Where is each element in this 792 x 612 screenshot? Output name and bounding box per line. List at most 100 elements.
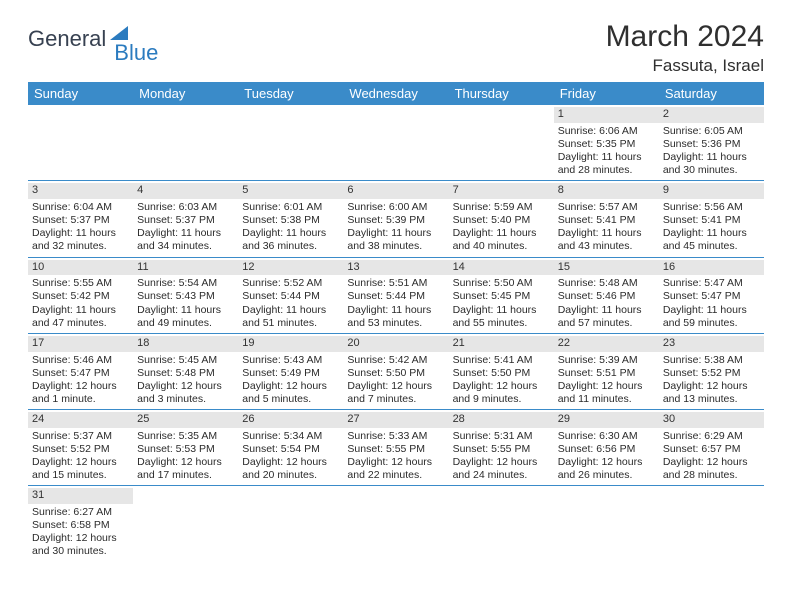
week-row: 10Sunrise: 5:55 AMSunset: 5:42 PMDayligh… — [28, 258, 764, 334]
week-row: 31Sunrise: 6:27 AMSunset: 6:58 PMDayligh… — [28, 486, 764, 561]
sunset-text: Sunset: 5:41 PM — [558, 214, 655, 227]
sunrise-text: Sunrise: 5:59 AM — [453, 201, 550, 214]
sunrise-text: Sunrise: 6:06 AM — [558, 125, 655, 138]
sunrise-text: Sunrise: 5:50 AM — [453, 277, 550, 290]
sunrise-text: Sunrise: 5:31 AM — [453, 430, 550, 443]
day-cell: 3Sunrise: 6:04 AMSunset: 5:37 PMDaylight… — [28, 181, 133, 256]
day-number: 19 — [238, 336, 343, 352]
day-number: 2 — [659, 107, 764, 123]
daylight-text: Daylight: 12 hours and 17 minutes. — [137, 456, 234, 482]
sunset-text: Sunset: 5:53 PM — [137, 443, 234, 456]
daylight-text: Daylight: 11 hours and 49 minutes. — [137, 304, 234, 330]
day-number: 26 — [238, 412, 343, 428]
sunrise-text: Sunrise: 5:42 AM — [347, 354, 444, 367]
day-number: 28 — [449, 412, 554, 428]
day-cell — [238, 486, 343, 561]
sunset-text: Sunset: 5:51 PM — [558, 367, 655, 380]
sunset-text: Sunset: 6:58 PM — [32, 519, 129, 532]
day-number: 16 — [659, 260, 764, 276]
sunrise-text: Sunrise: 5:39 AM — [558, 354, 655, 367]
sunset-text: Sunset: 5:44 PM — [242, 290, 339, 303]
brand-logo: General Blue — [28, 26, 158, 52]
daylight-text: Daylight: 12 hours and 20 minutes. — [242, 456, 339, 482]
day-cell: 7Sunrise: 5:59 AMSunset: 5:40 PMDaylight… — [449, 181, 554, 256]
sunset-text: Sunset: 5:54 PM — [242, 443, 339, 456]
brand-part2: Blue — [114, 40, 158, 66]
dow-cell: Tuesday — [238, 82, 343, 105]
sunrise-text: Sunrise: 6:00 AM — [347, 201, 444, 214]
daylight-text: Daylight: 11 hours and 55 minutes. — [453, 304, 550, 330]
sunset-text: Sunset: 5:37 PM — [32, 214, 129, 227]
sunrise-text: Sunrise: 5:48 AM — [558, 277, 655, 290]
sunrise-text: Sunrise: 5:33 AM — [347, 430, 444, 443]
daylight-text: Daylight: 11 hours and 38 minutes. — [347, 227, 444, 253]
daylight-text: Daylight: 11 hours and 28 minutes. — [558, 151, 655, 177]
dow-cell: Monday — [133, 82, 238, 105]
sunset-text: Sunset: 5:36 PM — [663, 138, 760, 151]
day-number: 29 — [554, 412, 659, 428]
sunset-text: Sunset: 5:52 PM — [32, 443, 129, 456]
daylight-text: Daylight: 12 hours and 5 minutes. — [242, 380, 339, 406]
day-cell — [449, 105, 554, 180]
sunrise-text: Sunrise: 6:04 AM — [32, 201, 129, 214]
day-number: 13 — [343, 260, 448, 276]
daylight-text: Daylight: 12 hours and 3 minutes. — [137, 380, 234, 406]
daylight-text: Daylight: 11 hours and 45 minutes. — [663, 227, 760, 253]
day-cell: 22Sunrise: 5:39 AMSunset: 5:51 PMDayligh… — [554, 334, 659, 409]
sunrise-text: Sunrise: 5:57 AM — [558, 201, 655, 214]
day-number: 27 — [343, 412, 448, 428]
sunset-text: Sunset: 5:35 PM — [558, 138, 655, 151]
day-number: 9 — [659, 183, 764, 199]
day-cell: 9 Sunrise: 5:56 AMSunset: 5:41 PMDaylight… — [659, 181, 764, 256]
daylight-text: Daylight: 11 hours and 57 minutes. — [558, 304, 655, 330]
day-cell — [449, 486, 554, 561]
day-cell: 21Sunrise: 5:41 AMSunset: 5:50 PMDayligh… — [449, 334, 554, 409]
dow-cell: Thursday — [449, 82, 554, 105]
day-cell: 25Sunrise: 5:35 AMSunset: 5:53 PMDayligh… — [133, 410, 238, 485]
day-number: 17 — [28, 336, 133, 352]
day-number: 30 — [659, 412, 764, 428]
daylight-text: Daylight: 11 hours and 53 minutes. — [347, 304, 444, 330]
daylight-text: Daylight: 12 hours and 28 minutes. — [663, 456, 760, 482]
day-cell: 12Sunrise: 5:52 AMSunset: 5:44 PMDayligh… — [238, 258, 343, 333]
day-cell: 13Sunrise: 5:51 AMSunset: 5:44 PMDayligh… — [343, 258, 448, 333]
sunrise-text: Sunrise: 5:56 AM — [663, 201, 760, 214]
day-number: 14 — [449, 260, 554, 276]
day-cell: 23Sunrise: 5:38 AMSunset: 5:52 PMDayligh… — [659, 334, 764, 409]
sunrise-text: Sunrise: 5:37 AM — [32, 430, 129, 443]
day-number: 6 — [343, 183, 448, 199]
day-number: 31 — [28, 488, 133, 504]
day-number: 1 — [554, 107, 659, 123]
month-title: March 2024 — [606, 20, 764, 54]
day-number: 10 — [28, 260, 133, 276]
day-cell: 17Sunrise: 5:46 AMSunset: 5:47 PMDayligh… — [28, 334, 133, 409]
sail-icon — [110, 26, 128, 40]
calendar: Sunday Monday Tuesday Wednesday Thursday… — [28, 82, 764, 562]
sunset-text: Sunset: 6:57 PM — [663, 443, 760, 456]
day-cell: 1 Sunrise: 6:06 AMSunset: 5:35 PMDaylight… — [554, 105, 659, 180]
day-cell — [659, 486, 764, 561]
dow-cell: Friday — [554, 82, 659, 105]
sunrise-text: Sunrise: 5:34 AM — [242, 430, 339, 443]
sunrise-text: Sunrise: 6:05 AM — [663, 125, 760, 138]
day-cell: 4Sunrise: 6:03 AMSunset: 5:37 PMDaylight… — [133, 181, 238, 256]
daylight-text: Daylight: 12 hours and 11 minutes. — [558, 380, 655, 406]
sunset-text: Sunset: 5:40 PM — [453, 214, 550, 227]
sunset-text: Sunset: 5:55 PM — [347, 443, 444, 456]
day-number: 12 — [238, 260, 343, 276]
dow-cell: Saturday — [659, 82, 764, 105]
sunrise-text: Sunrise: 5:51 AM — [347, 277, 444, 290]
sunrise-text: Sunrise: 6:03 AM — [137, 201, 234, 214]
sunset-text: Sunset: 5:37 PM — [137, 214, 234, 227]
day-cell: 11Sunrise: 5:54 AMSunset: 5:43 PMDayligh… — [133, 258, 238, 333]
daylight-text: Daylight: 11 hours and 34 minutes. — [137, 227, 234, 253]
sunset-text: Sunset: 5:48 PM — [137, 367, 234, 380]
sunrise-text: Sunrise: 6:30 AM — [558, 430, 655, 443]
sunset-text: Sunset: 5:39 PM — [347, 214, 444, 227]
week-row: 17Sunrise: 5:46 AMSunset: 5:47 PMDayligh… — [28, 334, 764, 410]
sunset-text: Sunset: 5:41 PM — [663, 214, 760, 227]
week-row: 24Sunrise: 5:37 AMSunset: 5:52 PMDayligh… — [28, 410, 764, 486]
day-cell — [343, 105, 448, 180]
day-cell: 19Sunrise: 5:43 AMSunset: 5:49 PMDayligh… — [238, 334, 343, 409]
daylight-text: Daylight: 12 hours and 26 minutes. — [558, 456, 655, 482]
